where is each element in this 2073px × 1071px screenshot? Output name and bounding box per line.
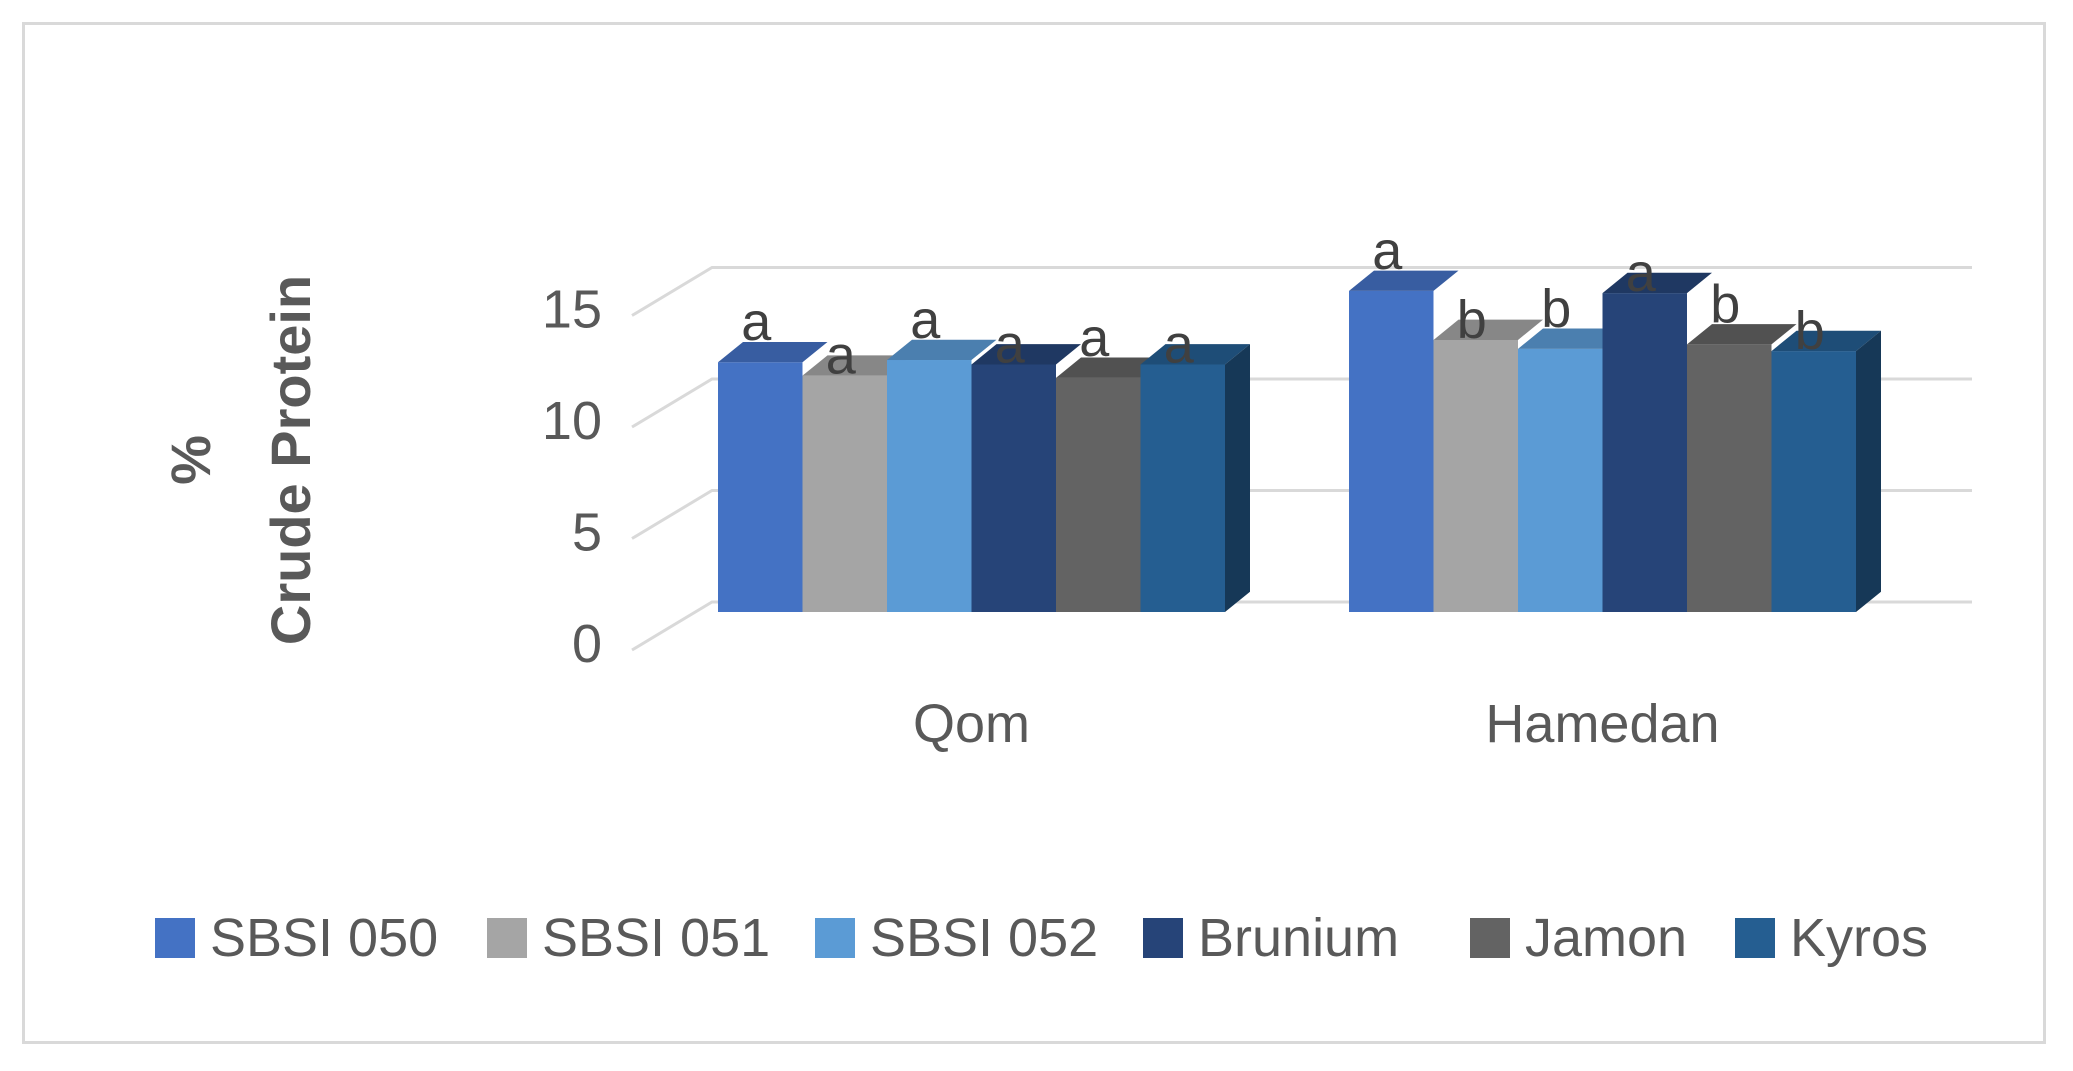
bar-top [887, 339, 997, 361]
bar-side [1225, 344, 1250, 612]
legend-swatch [1470, 918, 1510, 958]
bar-top [1687, 324, 1797, 345]
bar-jamon-hamedan [1687, 324, 1797, 612]
bar-top [1349, 270, 1459, 291]
bar-front [971, 364, 1056, 612]
bar-top [1433, 319, 1543, 340]
significance-label: b [1457, 290, 1487, 350]
legend-label: Brunium [1198, 908, 1399, 968]
bar-front [1433, 339, 1518, 612]
bar-top [1056, 357, 1166, 378]
legend-label: SBSI 051 [542, 908, 770, 968]
y-tick-label: 10 [542, 391, 602, 451]
bar-front [887, 360, 972, 612]
y-tick-label: 5 [572, 503, 602, 563]
y-axis-ticks: 0 5 10 15 [542, 280, 602, 675]
bar-top [1518, 328, 1628, 349]
significance-label: a [826, 326, 857, 386]
bar-front [1771, 351, 1856, 612]
legend-item: SBSI 050 [155, 908, 438, 968]
bar-top [971, 344, 1081, 365]
significance-label: a [995, 314, 1026, 374]
bar-front [718, 362, 803, 612]
bar-top [1602, 272, 1712, 294]
bar-brunium-hamedan [1602, 272, 1712, 612]
legend-item: Kyros [1735, 908, 1928, 968]
legend-label: SBSI 050 [210, 908, 438, 968]
bar-front [802, 375, 887, 612]
significance-label: a [1372, 221, 1403, 281]
y-axis-title: % Crude Protein [159, 275, 322, 645]
bar-sbsi-050-qom [718, 341, 828, 612]
bar-top [1140, 344, 1250, 365]
gridline [631, 266, 1972, 317]
bar-sbsi-051-hamedan [1433, 319, 1543, 612]
bar-sbsi-051-qom [802, 355, 912, 612]
y-tick-label: 15 [542, 280, 602, 340]
legend-swatch [487, 918, 527, 958]
legend-swatch [815, 918, 855, 958]
bar-brunium-qom [971, 344, 1081, 612]
significance-label: a [910, 290, 941, 350]
bar-kyros-qom [1140, 344, 1250, 612]
bar-sbsi-052-hamedan [1518, 328, 1628, 612]
y-tick-label: 0 [572, 614, 602, 674]
significance-label: a [1164, 314, 1195, 374]
bar-front [1602, 293, 1687, 612]
bar-front [1056, 377, 1141, 612]
significance-label: a [741, 292, 772, 352]
bar-sbsi-052-qom [887, 339, 997, 612]
bar-top [802, 355, 912, 376]
bar-top [1771, 330, 1881, 352]
legend-item: SBSI 052 [815, 908, 1098, 968]
bar-side [1856, 330, 1881, 612]
bar-top [718, 341, 828, 363]
legend-item: SBSI 051 [487, 908, 770, 968]
significance-label: b [1541, 279, 1571, 339]
category-label: Hamedan [1485, 694, 1719, 754]
y-axis-title-line2: Crude Protein [259, 275, 322, 645]
legend: SBSI 050 SBSI 051 SBSI 052 Brunium Jamon Kyro… [155, 908, 1928, 968]
bar-sbsi-050-hamedan [1349, 270, 1459, 612]
legend-label: SBSI 052 [870, 908, 1098, 968]
significance-label: a [1079, 308, 1110, 368]
significance-labels: aaa a a aab bab b [741, 221, 1825, 386]
category-label: Qom [913, 694, 1030, 754]
significance-label: b [1710, 274, 1740, 334]
legend-item: Brunium [1143, 908, 1399, 968]
bars [718, 270, 1881, 612]
y-axis-title-line1: % [159, 435, 222, 485]
legend-swatch [155, 918, 195, 958]
significance-label: b [1795, 301, 1825, 361]
bar-front [1518, 348, 1603, 612]
bar-front [1349, 290, 1434, 612]
bar-jamon-qom [1056, 357, 1166, 612]
bar-kyros-hamedan [1771, 330, 1881, 612]
legend-label: Jamon [1525, 908, 1687, 968]
legend-swatch [1143, 918, 1183, 958]
significance-label: a [1626, 243, 1657, 303]
bar-front [1687, 344, 1772, 612]
legend-label: Kyros [1790, 908, 1928, 968]
legend-item: Jamon [1470, 908, 1687, 968]
legend-swatch [1735, 918, 1775, 958]
bar-front [1140, 364, 1225, 612]
category-labels: Qom Hamedan [913, 694, 1720, 754]
